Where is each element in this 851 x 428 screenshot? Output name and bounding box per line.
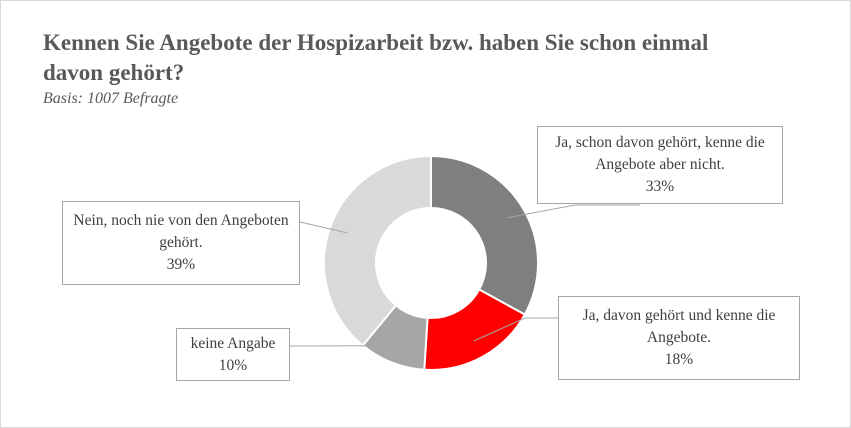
leader-line: [507, 204, 640, 219]
callout-ja-kenne: Ja, davon gehört und kenne die Angebote.…: [558, 296, 800, 380]
slice-value-label: 33%: [645, 178, 675, 195]
slice-label: Ja, schon davon gehört, kenne die Angebo…: [555, 134, 765, 173]
chart-subtitle: Basis: 1007 Befragte: [43, 90, 179, 107]
slice-value-label: 39%: [166, 256, 196, 273]
slice-nein: [323, 154, 432, 347]
chart-title: Kennen Sie Angebote der Hospizarbeit bzw…: [43, 30, 709, 85]
slice-label: keine Angabe: [190, 334, 276, 352]
slice-value-label: 18%: [664, 351, 694, 368]
slice-ja-nicht-kenne: [430, 154, 539, 316]
slice-value-label: 10%: [218, 356, 248, 374]
callout-ja-nicht-kenne: Ja, schon davon gehört, kenne die Angebo…: [537, 126, 783, 204]
callout-nein: Nein, noch nie von den Angeboten gehört.…: [62, 201, 300, 285]
leader-line: [473, 317, 558, 342]
callout-keine-angabe: keine Angabe 10%: [176, 328, 290, 381]
slice-label: Ja, davon gehört und kenne die Angebote.: [582, 307, 776, 346]
slice-label: Nein, noch nie von den Angeboten gehört.: [73, 212, 289, 251]
leader-line: [299, 221, 348, 234]
